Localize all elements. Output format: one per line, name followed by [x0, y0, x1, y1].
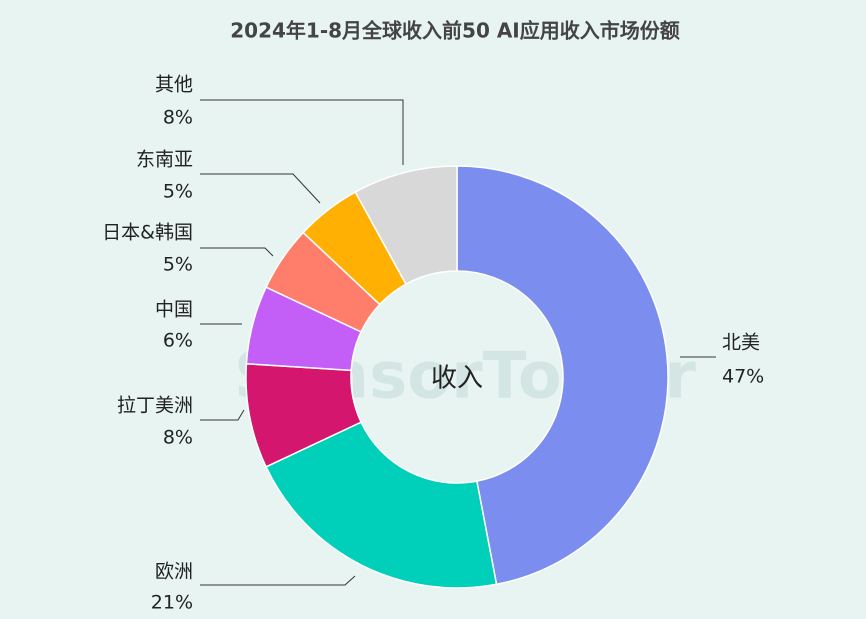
- value-label: 8%: [163, 107, 193, 129]
- value-label: 47%: [722, 366, 764, 388]
- slice-label: 北美: [722, 332, 760, 354]
- slice-label: 其他: [155, 74, 193, 96]
- slice-label: 欧洲: [155, 561, 193, 583]
- slice-label: 拉丁美洲: [117, 395, 193, 417]
- donut-slice: [456, 165, 669, 586]
- chart-title: 2024年1-8月全球收入前50 AI应用收入市场份额: [230, 19, 680, 43]
- leader-line: [200, 409, 245, 421]
- value-label: 5%: [163, 254, 193, 276]
- slice-label: 日本&韩国: [102, 222, 193, 244]
- value-label: 5%: [163, 181, 193, 203]
- donut-slice: [354, 165, 458, 286]
- leader-line: [200, 99, 404, 165]
- slice-label: 东南亚: [136, 149, 193, 171]
- value-label: 8%: [163, 427, 193, 449]
- leader-line: [200, 247, 274, 257]
- donut-slice: [265, 421, 498, 589]
- slice-label: 中国: [155, 299, 193, 321]
- leader-line: [200, 173, 321, 204]
- value-label: 21%: [151, 592, 193, 614]
- center-label: 收入: [431, 364, 483, 394]
- leader-line: [200, 575, 356, 586]
- value-label: 6%: [163, 330, 193, 352]
